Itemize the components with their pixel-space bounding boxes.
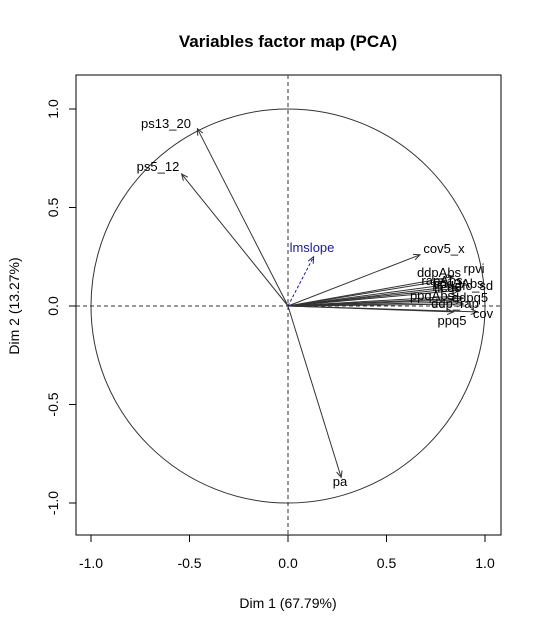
x-axis: -1.0 -0.5 0.0 0.5 1.0 [79,535,495,571]
y-tick-label: -0.5 [45,392,61,416]
label-ddp: ddp_rap [431,296,479,311]
y-tick-label: 0.5 [45,198,61,218]
y-tick-label: 0.0 [45,296,61,316]
x-tick-label: -0.5 [177,555,201,571]
arrow-lmslope [287,255,315,307]
x-axis-label: Dim 1 (67.79%) [239,595,336,611]
arrow-ps5-12 [180,173,289,307]
label-dfc-sd: dfc_sd [455,278,493,293]
y-axis: -1.0 -0.5 0.0 0.5 1.0 [45,99,76,515]
arrow-lfcq5 [287,287,461,307]
chart-title: Variables factor map (PCA) [179,32,397,51]
label-lfcq5: lfcq5 [434,280,461,295]
y-tick-label: -1.0 [45,491,61,515]
label-ppq5: ppq5 [438,313,467,328]
label-ppqabs: ppqAbs [410,288,455,303]
y-axis-label: Dim 2 (13.27%) [6,257,22,354]
arrow-rap [287,300,465,308]
label-lmslope: lmslope [290,240,335,255]
x-tick-label: 0.5 [377,555,397,571]
x-tick-label: -1.0 [79,555,103,571]
x-tick-label: 0.0 [278,555,298,571]
variable-labels: ps13_20ps5_12pacov5_xrpviddpAbsrapAbsppq… [137,116,494,489]
arrow-ps13-20 [196,127,289,307]
label-pa: pa [333,474,348,489]
label-ps13-20: ps13_20 [141,116,191,131]
x-tick-label: 1.0 [475,555,495,571]
arrow-pa [287,305,343,479]
variable-arrows [180,127,479,479]
label-rpvi: rpvi [464,261,485,276]
arrow-cov5-x [287,253,422,307]
arrow-ddpabs [287,278,447,307]
label-ps5-12: ps5_12 [137,159,180,174]
label-ddpq5: ddpq5 [452,290,488,305]
label-ddpabs: ddpAbs [417,265,462,280]
arrow-cov [287,305,479,316]
label-cov: cov [473,306,494,321]
y-tick-label: 1.0 [45,99,61,119]
label-rapabs: rapAbs [421,273,463,288]
label-cov5-x: cov5_x [423,241,465,256]
label-ppq3abs: ppq3Abs [432,276,484,291]
